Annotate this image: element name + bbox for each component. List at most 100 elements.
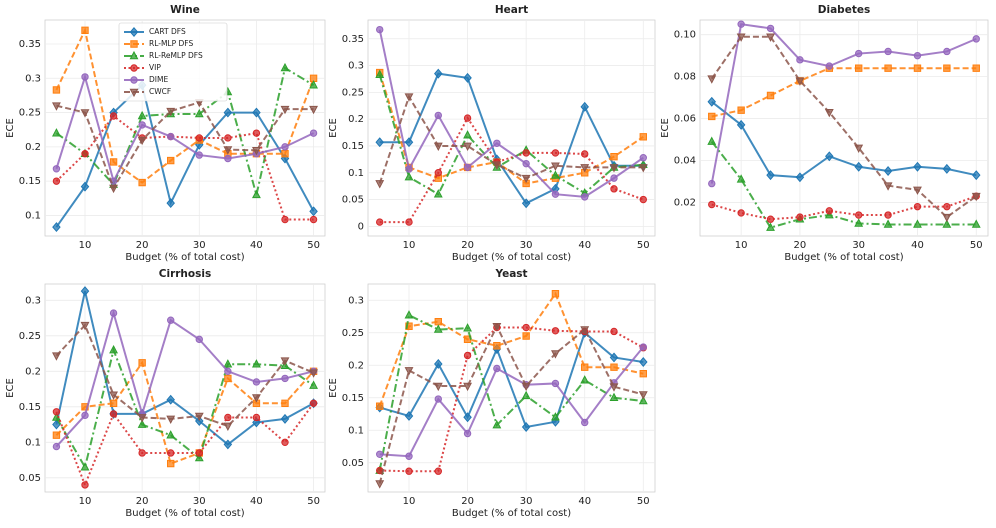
plot-area [367, 19, 656, 237]
legend-marker [130, 40, 138, 48]
marker [52, 86, 61, 94]
marker [825, 62, 834, 70]
y-tick-label: 0.3 [348, 295, 364, 306]
marker [463, 382, 473, 392]
y-tick-label: 0.1 [348, 168, 364, 179]
marker [109, 399, 118, 407]
marker [375, 137, 384, 148]
series-line: DIME [379, 346, 645, 458]
x-tick-label: 40 [578, 496, 591, 507]
marker [309, 399, 318, 407]
y-tick-label: 0.15 [342, 141, 364, 152]
marker [884, 47, 892, 56]
marker [166, 198, 175, 209]
marker [404, 137, 414, 148]
marker [433, 324, 443, 333]
marker [81, 150, 89, 158]
marker [404, 171, 414, 181]
subplot: 0 0.05 0.1 0.15 0.2 0.25 0.3 0.35 10 20 30 40 50 Hear… [328, 4, 656, 263]
x-tick-label: 20 [794, 240, 807, 251]
marker [854, 144, 864, 153]
marker [883, 219, 893, 228]
marker [166, 430, 176, 439]
subplot: 0.05 0.1 0.15 0.2 0.25 0.3 10 20 30 40 50 Cirrhosis… [5, 268, 326, 519]
marker [737, 20, 745, 28]
marker [52, 222, 61, 233]
marker [610, 363, 618, 371]
y-tick-label: 0.25 [342, 328, 364, 339]
marker [883, 182, 893, 191]
x-tick-label: 40 [578, 240, 591, 251]
x-tick-label: 10 [735, 240, 748, 251]
series-line: CART DFS [711, 100, 977, 179]
marker [493, 139, 501, 147]
marker [281, 143, 289, 151]
marker [109, 309, 118, 317]
marker [309, 215, 318, 224]
marker [375, 180, 385, 189]
marker [137, 414, 147, 423]
marker [223, 359, 233, 368]
marker [252, 378, 261, 386]
marker [463, 130, 473, 139]
legend-label: DIME [149, 75, 168, 84]
marker [404, 367, 414, 376]
x-tick-label: 30 [520, 240, 533, 251]
marker [281, 399, 289, 407]
y-axis-label: ECE [660, 118, 671, 138]
marker [224, 367, 232, 376]
marker [309, 206, 318, 217]
marker [433, 142, 443, 152]
x-tick-label: 20 [136, 496, 149, 507]
x-tick-label: 10 [403, 240, 416, 251]
legend-label: VIP [149, 63, 161, 72]
marker [639, 195, 647, 204]
x-tick-label: 10 [79, 496, 92, 507]
marker [167, 316, 175, 324]
marker [736, 119, 746, 130]
marker [251, 189, 261, 199]
marker [708, 200, 716, 209]
y-tick-label: 0.2 [25, 366, 41, 377]
subplot: 0.02 0.04 0.06 0.08 0.10 10 20 30 40 50 Diabetes Bu… [660, 4, 989, 263]
legend: CART DFS RL-MLP DFS RL-ReMLP DFS VIP DIME CWC… [118, 22, 228, 102]
series-line: CWCF [378, 323, 644, 484]
x-tick-label: 40 [250, 496, 263, 507]
marker [195, 151, 203, 159]
x-tick-label: 20 [136, 240, 149, 251]
marker [609, 164, 619, 173]
marker [551, 290, 560, 298]
legend-marker [129, 50, 139, 60]
marker [943, 47, 951, 56]
chart-title: Diabetes [818, 4, 870, 16]
marker [281, 150, 289, 158]
marker [766, 33, 775, 42]
marker [550, 350, 560, 359]
marker [521, 174, 531, 184]
marker [109, 112, 118, 120]
marker [884, 64, 892, 72]
chart-title: Wine [170, 4, 200, 16]
marker [80, 109, 90, 118]
marker [550, 412, 560, 421]
series-line: DIME [378, 29, 644, 198]
marker [796, 213, 804, 221]
marker [281, 374, 289, 383]
marker [251, 394, 261, 403]
marker [404, 410, 414, 421]
marker [434, 318, 442, 326]
marker [109, 344, 119, 354]
marker [581, 363, 589, 371]
series-line: RL-MLP DFS [378, 291, 644, 407]
marker [224, 413, 232, 422]
y-tick-label: 0.05 [342, 195, 364, 206]
marker [942, 213, 952, 223]
marker [224, 374, 232, 383]
marker [281, 215, 289, 224]
marker [280, 62, 290, 72]
marker [167, 449, 175, 457]
subplot: 0.1 0.15 0.2 0.25 0.3 0.35 10 20 30 40 50 Wine Budge… [5, 4, 326, 263]
legend-marker [130, 64, 138, 72]
marker [639, 370, 647, 378]
marker [521, 198, 531, 209]
